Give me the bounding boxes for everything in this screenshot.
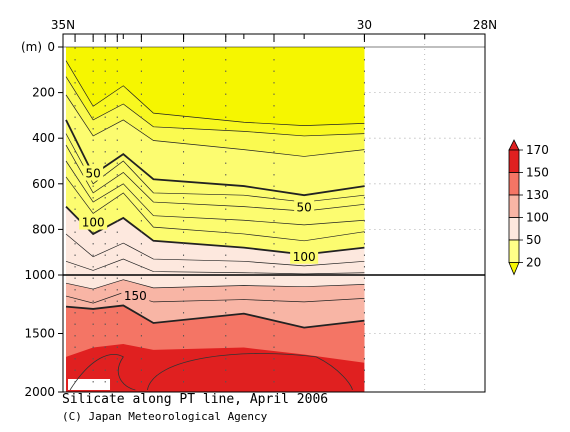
x-tick-label: 30 xyxy=(357,18,372,32)
x-tick-label: 28N xyxy=(473,18,497,32)
colorbar-segment xyxy=(508,194,520,218)
contour-line-30 xyxy=(65,76,365,137)
colorbar-segment xyxy=(508,172,520,196)
plot-area xyxy=(66,47,365,392)
contour-label: 100 xyxy=(293,250,316,264)
contour-labels: 50 50 100 100 150 xyxy=(79,165,319,304)
y-tick-label: 600 xyxy=(32,177,55,191)
contour-line-140 xyxy=(65,292,365,304)
colorbar-arrow-top xyxy=(508,139,520,151)
fill-band-surface xyxy=(66,47,365,126)
contour-line-90 xyxy=(65,176,365,242)
contour-line-120 xyxy=(65,258,365,275)
contour-line-40 xyxy=(65,94,365,157)
y-tick-label: 200 xyxy=(32,86,55,100)
contour-line-150 xyxy=(65,304,365,329)
contour-line-80 xyxy=(65,160,365,226)
chart-title: Silicate along PT line, April 2006 xyxy=(62,392,329,407)
colorbar-label: 150 xyxy=(526,166,549,180)
colorbar-segment xyxy=(508,239,520,263)
colorbar-legend: 170 150 130 100 50 20 xyxy=(508,139,549,276)
contour-lines xyxy=(65,60,365,391)
y-tick-label: 800 xyxy=(32,222,55,236)
contour-label-bg xyxy=(294,199,315,215)
contour-line-110 xyxy=(65,233,365,267)
no-data-patch xyxy=(68,379,111,390)
x-tick-label: 35N xyxy=(51,18,75,32)
y-tick-label: 400 xyxy=(32,131,55,145)
colorbar-label: 20 xyxy=(526,256,541,270)
colorbar-label: 50 xyxy=(526,233,541,247)
colorbar-label: 130 xyxy=(526,188,549,202)
colorbar-segment xyxy=(508,149,520,173)
y-unit-label: (m) xyxy=(21,40,42,54)
contour-label: 50 xyxy=(297,201,312,215)
y-tick-label: 2000 xyxy=(24,385,55,399)
contour-label: 150 xyxy=(124,289,147,303)
contour-label-bg xyxy=(121,288,150,304)
chart-credit: (C) Japan Meteorological Agency xyxy=(62,410,268,423)
contour-label-bg xyxy=(83,165,104,181)
contour-160-loop-east xyxy=(147,353,353,391)
y-tick-label: 1000 xyxy=(24,268,55,282)
contour-label-bg xyxy=(290,248,319,264)
colorbar-arrow-bottom xyxy=(508,262,520,276)
contour-160-loop-west xyxy=(69,354,136,391)
colorbar-label: 170 xyxy=(526,143,549,157)
colorbar-label: 100 xyxy=(526,211,549,225)
contour-label: 100 xyxy=(82,216,105,230)
y-tick-label: 0 xyxy=(47,40,55,54)
y-tick-label: 1500 xyxy=(24,327,55,341)
colorbar-segment xyxy=(508,217,520,241)
plot-frame xyxy=(62,33,486,393)
contour-label: 50 xyxy=(86,167,101,181)
axes: 35N 30 28N 0 200 400 600 800 1000 1500 2000 (m) xyxy=(21,18,497,399)
contour-label-bg xyxy=(79,214,108,230)
